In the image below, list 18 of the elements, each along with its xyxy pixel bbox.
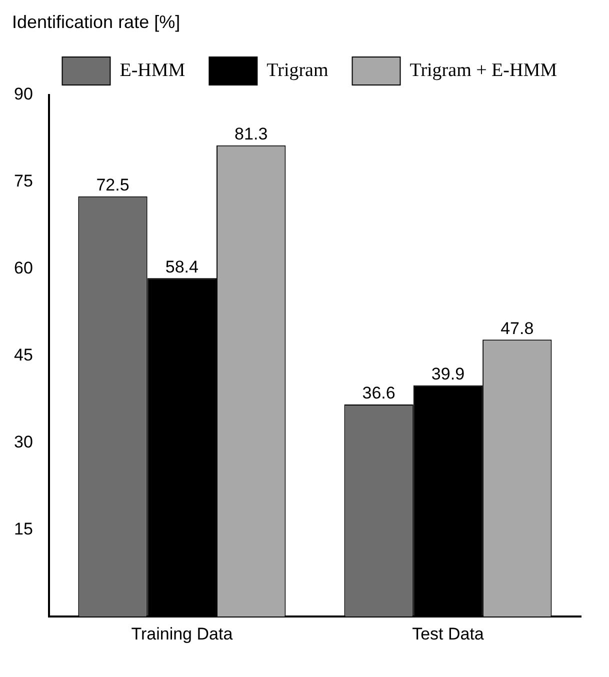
- x-tick-label: Training Data: [131, 624, 234, 644]
- y-tick-label: 30: [14, 432, 33, 452]
- data-label: 36.6: [362, 384, 396, 403]
- y-tick-label: 15: [14, 519, 33, 538]
- data-label: 72.5: [96, 176, 130, 195]
- y-tick-label: 45: [14, 345, 33, 364]
- legend-label: Trigram + E-HMM: [410, 60, 558, 81]
- y-tick-label: 60: [14, 258, 33, 278]
- y-tick-label: 75: [14, 172, 33, 191]
- data-label: 58.4: [165, 257, 198, 276]
- data-label: 81.3: [234, 124, 268, 144]
- y-tick-label: 90: [14, 84, 33, 104]
- data-label: 39.9: [431, 364, 465, 384]
- data-label: 47.8: [500, 318, 534, 338]
- legend-label: E-HMM: [120, 60, 186, 81]
- y-axis-title: Identification rate [%]: [11, 11, 182, 33]
- x-tick-label: Test Data: [412, 624, 484, 644]
- legend-label: Trigram: [266, 60, 328, 81]
